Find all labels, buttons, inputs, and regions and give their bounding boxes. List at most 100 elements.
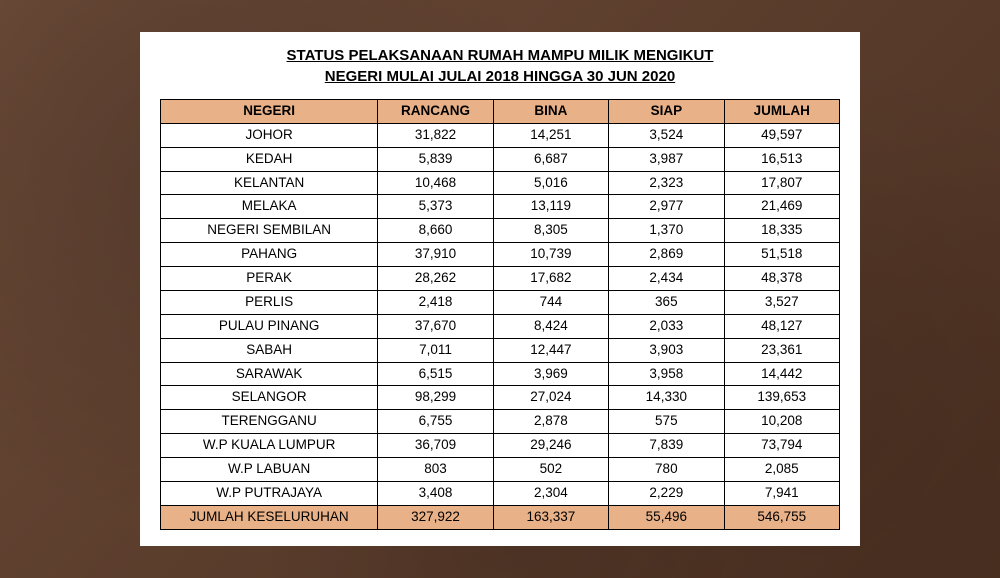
table-body: JOHOR31,82214,2513,52449,597KEDAH5,8396,… (161, 123, 840, 529)
cell-jumlah: 16,513 (724, 147, 839, 171)
cell-bina: 5,016 (493, 171, 608, 195)
cell-bina: 27,024 (493, 386, 608, 410)
cell-rancang: 10,468 (378, 171, 493, 195)
cell-negeri: SARAWAK (161, 362, 378, 386)
cell-negeri: W.P LABUAN (161, 458, 378, 482)
col-jumlah: JUMLAH (724, 99, 839, 123)
cell-siap: 2,869 (609, 243, 724, 267)
cell-rancang: 37,910 (378, 243, 493, 267)
cell-jumlah: 3,527 (724, 290, 839, 314)
cell-siap: 7,839 (609, 434, 724, 458)
cell-siap: 780 (609, 458, 724, 482)
cell-rancang: 28,262 (378, 267, 493, 291)
table-row: W.P PUTRAJAYA3,4082,3042,2297,941 (161, 481, 840, 505)
col-bina: BINA (493, 99, 608, 123)
report-title: STATUS PELAKSANAAN RUMAH MAMPU MILIK MEN… (160, 46, 840, 87)
cell-siap: 14,330 (609, 386, 724, 410)
cell-siap: 2,229 (609, 481, 724, 505)
cell-siap: 3,903 (609, 338, 724, 362)
table-row: PERAK28,26217,6822,43448,378 (161, 267, 840, 291)
cell-total-jumlah: 546,755 (724, 505, 839, 529)
cell-negeri: PERAK (161, 267, 378, 291)
cell-bina: 8,305 (493, 219, 608, 243)
cell-jumlah: 48,127 (724, 314, 839, 338)
cell-bina: 8,424 (493, 314, 608, 338)
cell-rancang: 7,011 (378, 338, 493, 362)
cell-siap: 3,987 (609, 147, 724, 171)
cell-siap: 2,033 (609, 314, 724, 338)
cell-jumlah: 49,597 (724, 123, 839, 147)
cell-negeri: W.P KUALA LUMPUR (161, 434, 378, 458)
cell-total-bina: 163,337 (493, 505, 608, 529)
cell-jumlah: 17,807 (724, 171, 839, 195)
cell-siap: 2,977 (609, 195, 724, 219)
cell-total-siap: 55,496 (609, 505, 724, 529)
cell-siap: 575 (609, 410, 724, 434)
table-row: SABAH7,01112,4473,90323,361 (161, 338, 840, 362)
table-row: PAHANG37,91010,7392,86951,518 (161, 243, 840, 267)
cell-siap: 2,434 (609, 267, 724, 291)
cell-negeri: KEDAH (161, 147, 378, 171)
cell-negeri: KELANTAN (161, 171, 378, 195)
cell-negeri: MELAKA (161, 195, 378, 219)
table-row: KELANTAN10,4685,0162,32317,807 (161, 171, 840, 195)
table-row: TERENGGANU6,7552,87857510,208 (161, 410, 840, 434)
cell-jumlah: 2,085 (724, 458, 839, 482)
cell-jumlah: 10,208 (724, 410, 839, 434)
cell-jumlah: 7,941 (724, 481, 839, 505)
cell-rancang: 8,660 (378, 219, 493, 243)
cell-jumlah: 18,335 (724, 219, 839, 243)
cell-jumlah: 14,442 (724, 362, 839, 386)
cell-jumlah: 73,794 (724, 434, 839, 458)
cell-total-label: JUMLAH KESELURUHAN (161, 505, 378, 529)
cell-negeri: JOHOR (161, 123, 378, 147)
col-rancang: RANCANG (378, 99, 493, 123)
table-row: W.P KUALA LUMPUR36,70929,2467,83973,794 (161, 434, 840, 458)
cell-siap: 365 (609, 290, 724, 314)
cell-negeri: SABAH (161, 338, 378, 362)
cell-bina: 744 (493, 290, 608, 314)
table-row: KEDAH5,8396,6873,98716,513 (161, 147, 840, 171)
table-row: JOHOR31,82214,2513,52449,597 (161, 123, 840, 147)
cell-bina: 17,682 (493, 267, 608, 291)
cell-jumlah: 51,518 (724, 243, 839, 267)
cell-bina: 13,119 (493, 195, 608, 219)
cell-rancang: 3,408 (378, 481, 493, 505)
table-total-row: JUMLAH KESELURUHAN327,922163,33755,49654… (161, 505, 840, 529)
cell-siap: 2,323 (609, 171, 724, 195)
cell-rancang: 803 (378, 458, 493, 482)
table-row: SARAWAK6,5153,9693,95814,442 (161, 362, 840, 386)
cell-negeri: W.P PUTRAJAYA (161, 481, 378, 505)
col-siap: SIAP (609, 99, 724, 123)
cell-total-rancang: 327,922 (378, 505, 493, 529)
cell-rancang: 36,709 (378, 434, 493, 458)
table-row: SELANGOR98,29927,02414,330139,653 (161, 386, 840, 410)
cell-jumlah: 139,653 (724, 386, 839, 410)
cell-bina: 2,878 (493, 410, 608, 434)
cell-rancang: 6,755 (378, 410, 493, 434)
cell-negeri: PAHANG (161, 243, 378, 267)
cell-bina: 14,251 (493, 123, 608, 147)
cell-jumlah: 48,378 (724, 267, 839, 291)
table-row: W.P LABUAN8035027802,085 (161, 458, 840, 482)
table-row: PULAU PINANG37,6708,4242,03348,127 (161, 314, 840, 338)
table-header-row: NEGERI RANCANG BINA SIAP JUMLAH (161, 99, 840, 123)
table-row: MELAKA5,37313,1192,97721,469 (161, 195, 840, 219)
cell-siap: 3,958 (609, 362, 724, 386)
cell-bina: 6,687 (493, 147, 608, 171)
cell-bina: 10,739 (493, 243, 608, 267)
cell-jumlah: 23,361 (724, 338, 839, 362)
title-line-2: NEGERI MULAI JULAI 2018 HINGGA 30 JUN 20… (325, 68, 675, 85)
table-row: NEGERI SEMBILAN8,6608,3051,37018,335 (161, 219, 840, 243)
cell-rancang: 98,299 (378, 386, 493, 410)
cell-rancang: 6,515 (378, 362, 493, 386)
col-negeri: NEGERI (161, 99, 378, 123)
cell-negeri: PERLIS (161, 290, 378, 314)
cell-rancang: 31,822 (378, 123, 493, 147)
cell-rancang: 5,373 (378, 195, 493, 219)
cell-bina: 502 (493, 458, 608, 482)
status-table: NEGERI RANCANG BINA SIAP JUMLAH JOHOR31,… (160, 99, 840, 530)
cell-negeri: TERENGGANU (161, 410, 378, 434)
cell-jumlah: 21,469 (724, 195, 839, 219)
cell-siap: 3,524 (609, 123, 724, 147)
